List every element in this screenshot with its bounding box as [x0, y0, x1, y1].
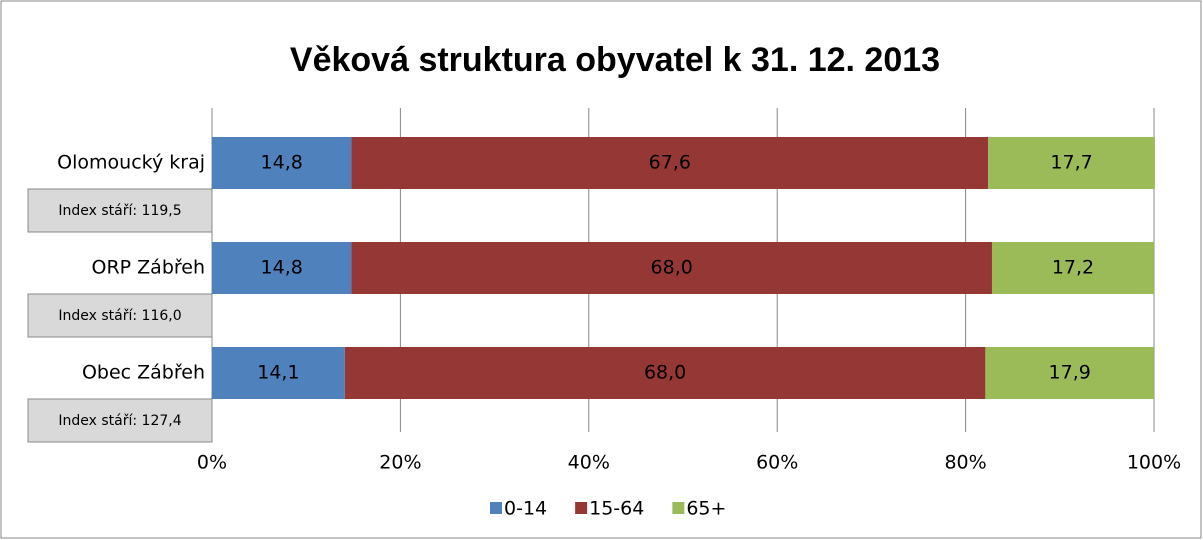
x-tick-label: 0% [197, 452, 227, 474]
chart-title: Věková struktura obyvatel k 31. 12. 2013 [290, 41, 940, 79]
bar-segment [212, 347, 345, 399]
x-tick-label: 100% [1127, 452, 1181, 474]
data-label: 14,1 [257, 362, 299, 384]
annotation-box [27, 398, 213, 443]
data-label: 14,8 [261, 152, 303, 174]
y-tick-label: Obec Zábřeh [82, 362, 205, 384]
bar-segment [351, 242, 992, 294]
legend-label: 65+ [686, 498, 726, 520]
bar-segment [344, 347, 986, 399]
data-label: 67,6 [649, 152, 691, 174]
data-label: 17,2 [1052, 257, 1094, 279]
data-label: 17,7 [1050, 152, 1092, 174]
bar-segment [991, 242, 1154, 294]
x-tick-label: 60% [756, 452, 798, 474]
data-label: 68,0 [644, 362, 686, 384]
bar-segment [212, 137, 352, 189]
annotation: Index stáří: 119,5 [58, 203, 181, 219]
annotation-box [27, 188, 213, 233]
bar-segment [988, 137, 1155, 189]
bar-segment [985, 347, 1154, 399]
data-label: 68,0 [651, 257, 693, 279]
legend-label: 0-14 [504, 498, 547, 520]
legend-swatch [672, 502, 685, 514]
y-tick-label: Olomoucký kraj [57, 152, 205, 174]
x-tick-label: 20% [379, 452, 421, 474]
legend-label: 15-64 [589, 498, 644, 520]
x-tick-label: 80% [944, 452, 986, 474]
annotation: Index stáří: 116,0 [58, 308, 181, 324]
legend-swatch [490, 502, 502, 514]
legend-swatch [575, 502, 588, 514]
data-label: 17,9 [1049, 362, 1091, 384]
x-tick-label: 40% [568, 452, 610, 474]
annotation-box [27, 293, 213, 338]
y-tick-label: ORP Zábřeh [92, 257, 206, 279]
bar-segment [212, 242, 352, 294]
data-label: 14,8 [261, 257, 303, 279]
bar-segment [351, 137, 989, 189]
annotation: Index stáří: 127,4 [58, 413, 181, 429]
